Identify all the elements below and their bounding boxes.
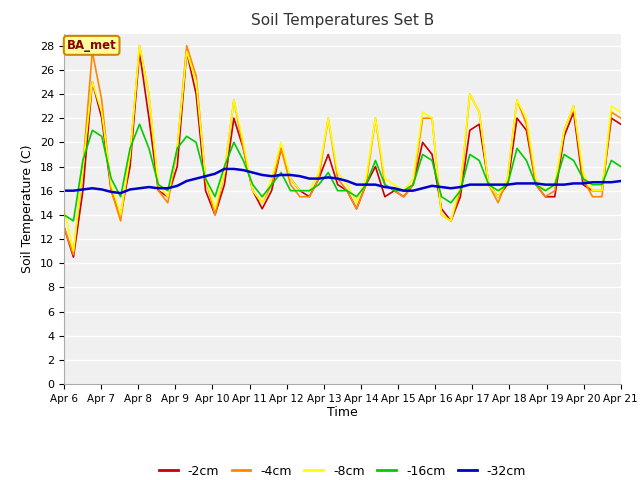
X-axis label: Time: Time bbox=[327, 407, 358, 420]
Y-axis label: Soil Temperature (C): Soil Temperature (C) bbox=[22, 144, 35, 273]
Text: BA_met: BA_met bbox=[67, 39, 116, 52]
Title: Soil Temperatures Set B: Soil Temperatures Set B bbox=[251, 13, 434, 28]
Legend: -2cm, -4cm, -8cm, -16cm, -32cm: -2cm, -4cm, -8cm, -16cm, -32cm bbox=[154, 460, 531, 480]
